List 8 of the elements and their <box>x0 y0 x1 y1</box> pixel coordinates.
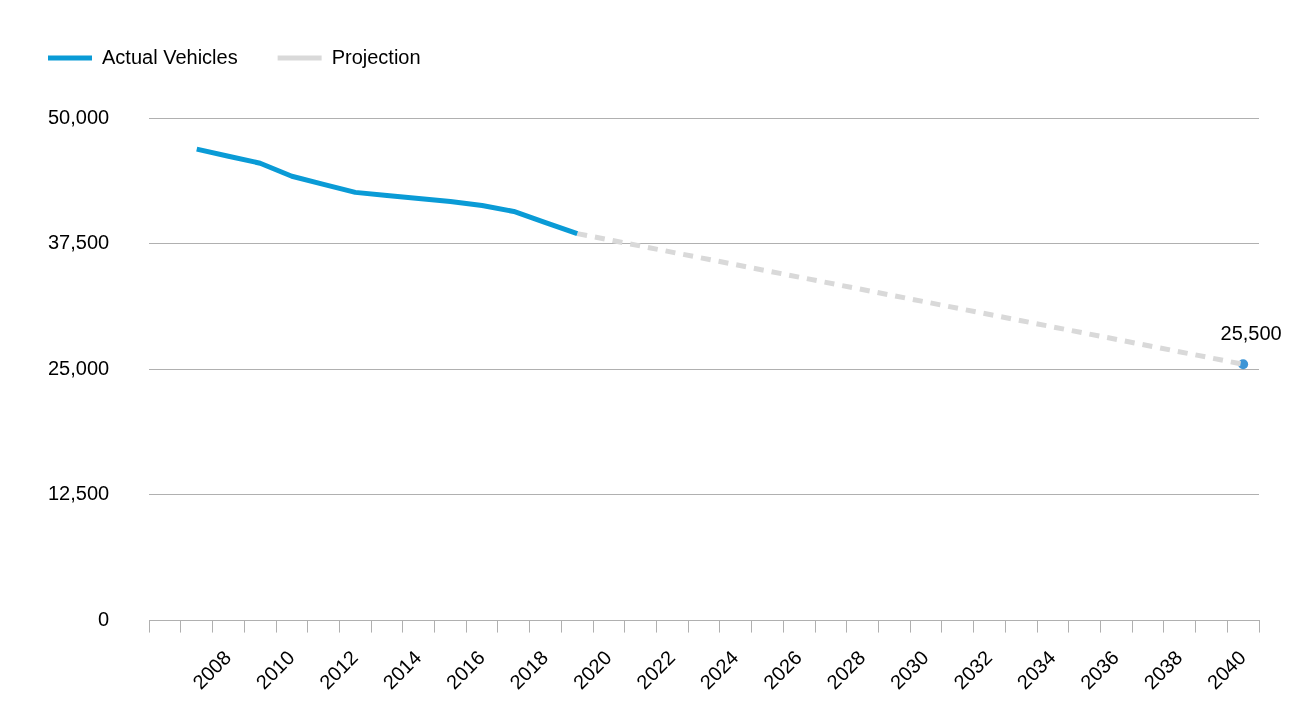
legend-label: Actual Vehicles <box>102 45 238 68</box>
y-tick-label: 50,000 <box>48 105 110 128</box>
data-label: 25,500 <box>1220 321 1282 344</box>
y-tick-label: 25,000 <box>48 356 110 379</box>
y-tick-label: 0 <box>98 608 110 631</box>
legend-label: Projection <box>331 45 421 68</box>
y-tick-label: 12,500 <box>48 482 110 505</box>
y-tick-label: 37,500 <box>48 231 110 254</box>
